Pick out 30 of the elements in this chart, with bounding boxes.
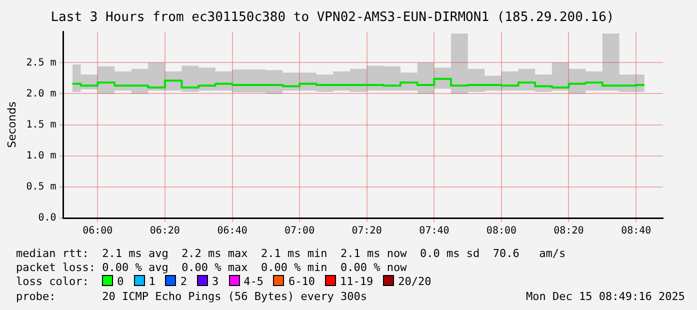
y-tick-label: 2.5 m: [26, 57, 56, 68]
text: 6-10: [288, 275, 315, 288]
x-tick-label: 06:40: [217, 226, 248, 237]
text: 3: [212, 275, 219, 288]
x-tick-label: 08:40: [621, 226, 652, 237]
y-tick-label: 1.5 m: [26, 119, 56, 130]
x-tick-label: 08:20: [554, 226, 584, 237]
x-tick-label: 08:00: [486, 226, 517, 237]
text: packet loss: 0.00 % avg 0.00 % max 0.00 % min 0.00 % now: [16, 261, 407, 274]
x-tick-label: 06:00: [82, 226, 113, 237]
text: 11-19: [340, 275, 374, 288]
text: loss color:: [16, 275, 90, 288]
y-tick-label: 0.0: [38, 212, 56, 224]
text: 2: [180, 275, 187, 288]
y-tick-label: 2.0 m: [26, 88, 56, 100]
x-tick-label: 07:00: [284, 226, 315, 237]
text: 0: [117, 275, 124, 288]
y-axis-title: Seconds: [5, 101, 18, 148]
text: median rtt: 2.1 ms avg 2.2 ms max 2.1 ms min 2.1 ms now 0.0 ms sd 70.6 am/s: [16, 247, 566, 260]
text: Mon Dec 15 08:49:16 2025: [526, 290, 685, 303]
text: 1: [148, 275, 156, 288]
text: 4-5: [244, 275, 264, 288]
y-tick-label: 1.0 m: [26, 150, 56, 162]
text: 20/20: [398, 275, 432, 288]
x-tick-label: 07:20: [352, 226, 382, 237]
x-tick-label: 06:20: [150, 226, 180, 237]
y-tick-label: 0.5 m: [26, 182, 56, 193]
chart-title: Last 3 Hours from ec301150c380 to VPN02-AMS3-EUN-DIRMON1 (185.29.200.16): [50, 10, 614, 26]
text: probe: 20 ICMP Echo Pings (56 Bytes) every 300s: [16, 290, 367, 303]
x-tick-label: 07:40: [419, 226, 450, 237]
